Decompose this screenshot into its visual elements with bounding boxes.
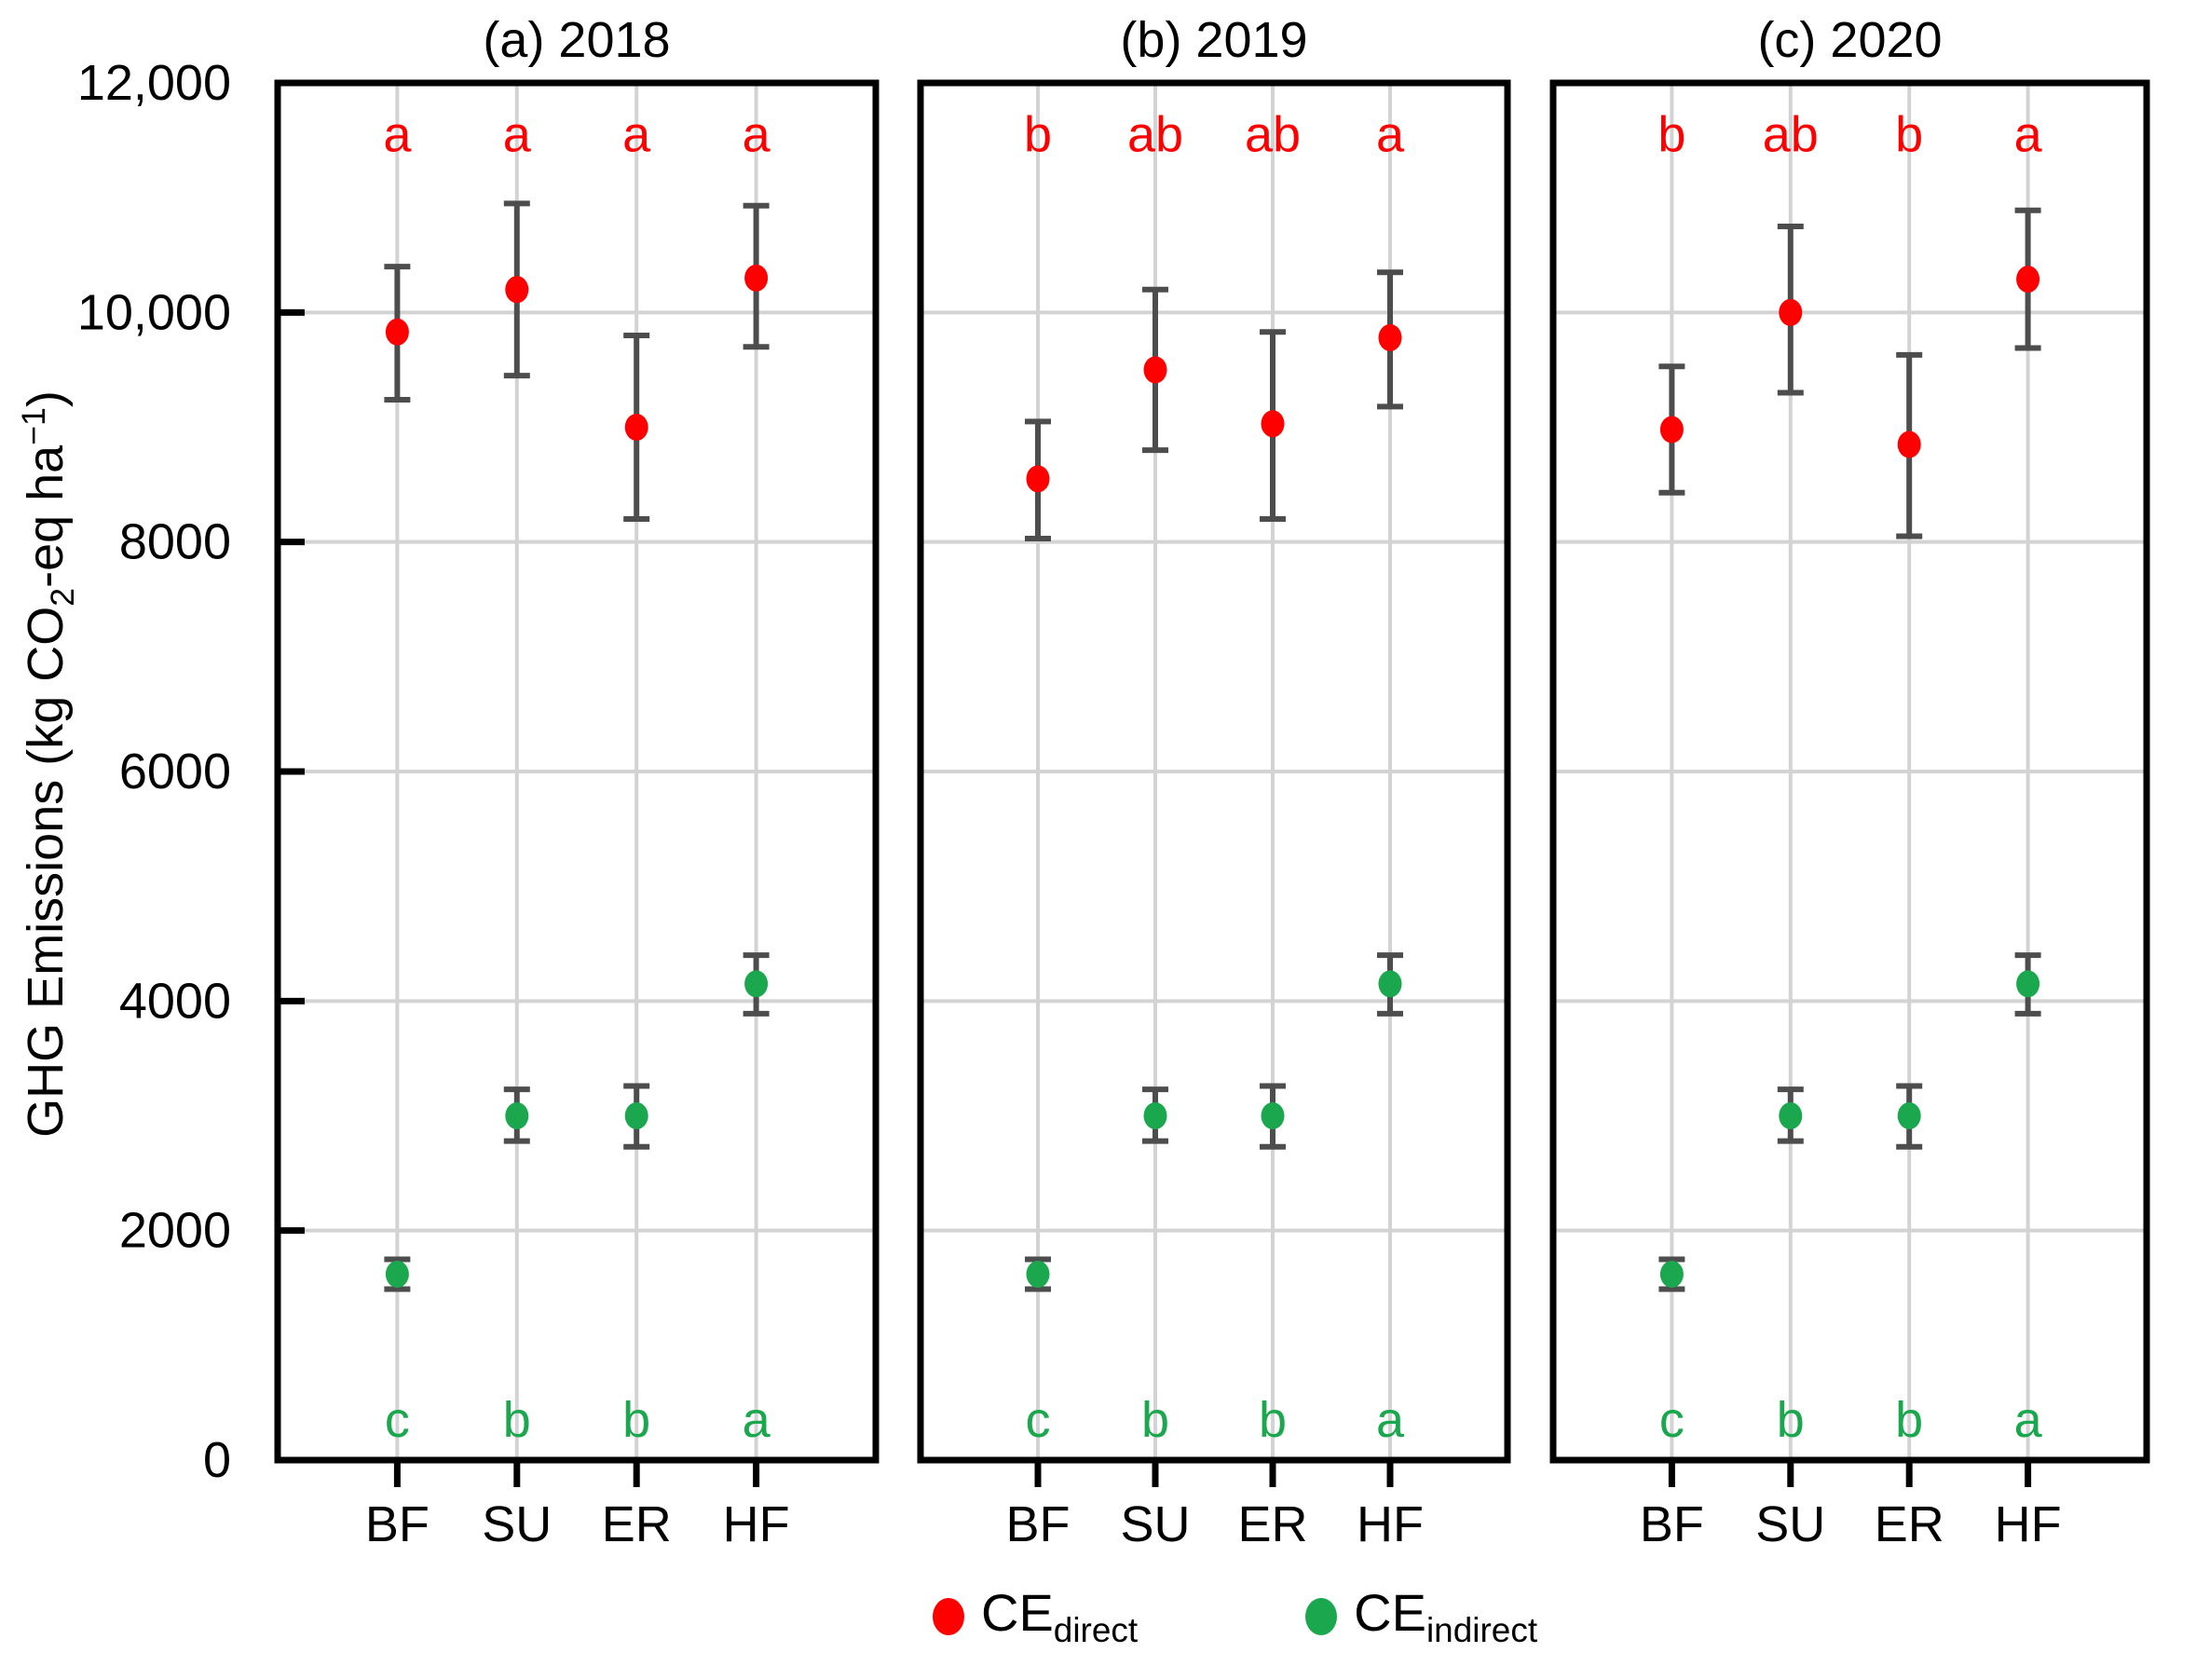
ce-direct-marker-icon — [933, 1597, 964, 1635]
legend-label-ce-direct: CEdirect — [981, 1582, 1138, 1650]
significance-letter: b — [503, 1392, 531, 1448]
ce-indirect-point — [1779, 1102, 1803, 1129]
y-tick-label: 12,000 — [77, 55, 231, 111]
significance-letter: a — [2014, 1392, 2043, 1448]
significance-letter: c — [385, 1392, 410, 1448]
significance-letter: b — [1777, 1392, 1805, 1448]
y-tick-label: 2000 — [119, 1203, 231, 1259]
ce-direct-point — [1779, 298, 1803, 326]
x-tick-label: ER — [1237, 1496, 1307, 1552]
ce-indirect-point — [744, 970, 769, 998]
ce-indirect-point — [505, 1102, 529, 1129]
significance-letter: b — [622, 1392, 650, 1448]
ce-direct-point — [505, 276, 529, 304]
x-tick-label: ER — [1875, 1496, 1944, 1552]
significance-letter: c — [1659, 1392, 1685, 1448]
ce-direct-point — [624, 414, 648, 441]
significance-letter: ab — [1127, 106, 1183, 162]
x-tick-label: SU — [482, 1496, 552, 1552]
y-axis-title-mid: -eq ha — [18, 444, 75, 588]
ce-indirect-point — [1378, 970, 1402, 998]
ce-direct-point — [1143, 356, 1167, 384]
ce-indirect-point — [385, 1260, 409, 1288]
significance-letter: a — [503, 106, 532, 162]
y-axis-title: GHG Emissions (kg CO2-eq ha−1) — [15, 390, 82, 1138]
y-tick-label: 4000 — [119, 973, 231, 1029]
ce-direct-point — [744, 264, 769, 292]
x-tick-label: BF — [1005, 1496, 1070, 1552]
ce-indirect-point — [1897, 1102, 1921, 1129]
x-tick-label: HF — [1357, 1496, 1424, 1552]
significance-letter: b — [1895, 106, 1923, 162]
panel-title-c: (c) 2020 — [1757, 12, 1943, 68]
x-tick-label: HF — [1995, 1496, 2062, 1552]
legend-label-ce-indirect-main: CE — [1354, 1583, 1426, 1642]
x-tick-label: BF — [1640, 1496, 1704, 1552]
significance-letter: a — [622, 106, 651, 162]
ce-indirect-point — [1143, 1102, 1167, 1129]
y-axis-title-close: ) — [18, 390, 75, 408]
y-axis-title-text: GHG Emissions (kg CO — [18, 606, 75, 1138]
legend-label-ce-direct-sub: direct — [1053, 1611, 1139, 1650]
significance-letter: ab — [1763, 106, 1819, 162]
ce-indirect-point — [2016, 970, 2040, 998]
significance-letter: a — [383, 106, 412, 162]
y-axis-title-subscript: 2 — [43, 587, 81, 607]
y-tick-label: 0 — [203, 1432, 231, 1488]
ce-direct-point — [1659, 416, 1684, 444]
x-tick-label: SU — [1755, 1496, 1825, 1552]
legend-label-ce-indirect-sub: indirect — [1425, 1611, 1538, 1650]
legend-label-ce-indirect: CEindirect — [1354, 1582, 1537, 1650]
y-tick-label: 6000 — [119, 744, 231, 799]
significance-letter: b — [1259, 1392, 1287, 1448]
legend-item-ce-indirect: CEindirect — [1305, 1582, 1537, 1650]
ce-direct-point — [1026, 465, 1050, 493]
significance-letter: a — [743, 1392, 771, 1448]
legend-label-ce-direct-main: CE — [981, 1583, 1054, 1642]
significance-letter: b — [1141, 1392, 1169, 1448]
panel-frame — [917, 79, 1511, 1464]
y-tick-label: 8000 — [119, 514, 231, 570]
ce-direct-point — [385, 318, 409, 346]
ce-indirect-point — [1026, 1260, 1050, 1288]
significance-letter: ab — [1245, 106, 1301, 162]
significance-letter: b — [1024, 106, 1052, 162]
y-tick-label: 10,000 — [77, 284, 231, 340]
ce-direct-point — [1378, 323, 1402, 351]
x-tick-label: ER — [602, 1496, 672, 1552]
panel-title-a: (a) 2018 — [483, 12, 671, 68]
significance-letter: b — [1895, 1392, 1923, 1448]
ce-direct-point — [1261, 410, 1285, 438]
ce-direct-point — [1897, 430, 1921, 458]
ce-indirect-point — [1659, 1260, 1684, 1288]
significance-letter: a — [2014, 106, 2043, 162]
significance-letter: b — [1657, 106, 1685, 162]
x-tick-label: HF — [723, 1496, 790, 1552]
ce-indirect-marker-icon — [1305, 1597, 1338, 1635]
ce-indirect-point — [624, 1102, 648, 1129]
panel-title-b: (b) 2019 — [1120, 12, 1308, 68]
ce-direct-point — [2016, 266, 2040, 294]
legend-item-ce-direct: CEdirect — [933, 1582, 1138, 1650]
y-axis-title-superscript: −1 — [15, 407, 53, 445]
significance-letter: a — [1376, 1392, 1405, 1448]
x-tick-label: BF — [365, 1496, 430, 1552]
legend: CEdirect CEindirect — [933, 1582, 1537, 1650]
significance-letter: a — [1376, 106, 1405, 162]
significance-letter: a — [743, 106, 771, 162]
significance-letter: c — [1026, 1392, 1051, 1448]
panel-frame — [1549, 79, 2150, 1464]
ce-indirect-point — [1261, 1102, 1285, 1129]
x-tick-label: SU — [1120, 1496, 1190, 1552]
